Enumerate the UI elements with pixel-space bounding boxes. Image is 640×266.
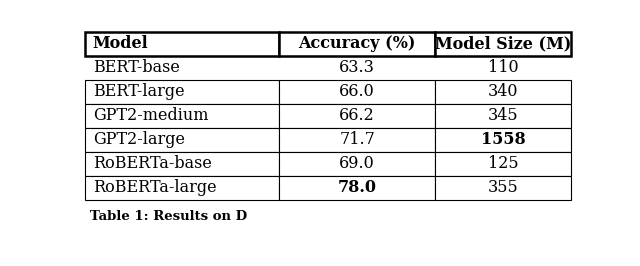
Text: Table 1: Results on D: Table 1: Results on D [90,210,247,223]
